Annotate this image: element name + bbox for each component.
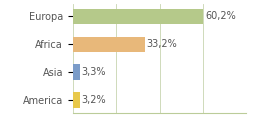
Bar <box>73 64 80 80</box>
Text: 33,2%: 33,2% <box>147 39 177 49</box>
Bar <box>73 36 145 52</box>
Text: 3,3%: 3,3% <box>82 67 106 77</box>
Bar <box>73 9 204 24</box>
Text: 3,2%: 3,2% <box>81 95 106 105</box>
Text: 60,2%: 60,2% <box>205 11 236 21</box>
Bar <box>73 92 80 108</box>
